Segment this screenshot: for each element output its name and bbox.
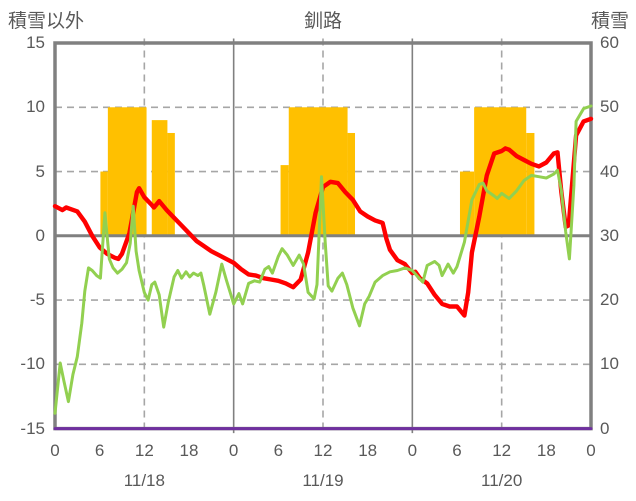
x-axis-hour-label: 12 bbox=[134, 441, 154, 460]
sunshine-bar bbox=[474, 107, 527, 236]
x-axis-hour-label: 18 bbox=[536, 441, 556, 460]
x-axis-hour-label: 18 bbox=[358, 441, 378, 460]
green-line bbox=[53, 104, 593, 415]
right-axis-tick: 40 bbox=[600, 161, 619, 181]
x-axis-hour-label: 0 bbox=[50, 441, 60, 460]
sunshine-bar bbox=[288, 107, 348, 236]
x-axis-hour-label: 12 bbox=[313, 441, 333, 460]
left-axis-title: 積雪以外 bbox=[8, 11, 85, 32]
sunshine-bar bbox=[526, 132, 535, 236]
left-axis-tick: -5 bbox=[29, 290, 45, 310]
right-axis-tick: 60 bbox=[600, 33, 619, 52]
sunshine-bar bbox=[151, 120, 168, 236]
red-temperature-line bbox=[52, 116, 594, 318]
sunshine-bar bbox=[459, 171, 475, 236]
x-axis-hour-label: 0 bbox=[228, 441, 239, 460]
right-axis-tick: 20 bbox=[600, 290, 619, 310]
left-axis-tick: 0 bbox=[35, 225, 45, 245]
right-axis-title: 積雪 bbox=[590, 11, 629, 32]
chart-title: 釧路 bbox=[303, 11, 342, 32]
sunshine-bar bbox=[280, 165, 289, 236]
x-axis-date-label: 11/20 bbox=[481, 471, 523, 490]
left-axis-tick: 10 bbox=[26, 97, 45, 117]
right-axis-tick: 10 bbox=[600, 354, 619, 374]
x-axis-date-label: 11/19 bbox=[302, 471, 344, 490]
sunshine-bar bbox=[347, 132, 356, 236]
left-axis-tick: 5 bbox=[35, 161, 45, 181]
left-axis-tick: -10 bbox=[20, 354, 45, 374]
x-axis-hour-label: 6 bbox=[273, 441, 284, 460]
right-axis-tick: 30 bbox=[600, 225, 619, 245]
x-axis-hour-label: 12 bbox=[492, 441, 512, 460]
x-axis-hour-label: 6 bbox=[452, 441, 462, 460]
x-axis-date-label: 11/18 bbox=[123, 471, 165, 490]
left-axis-tick: 15 bbox=[26, 33, 45, 52]
x-axis-hour-label: 0 bbox=[586, 441, 596, 460]
sunshine-bar bbox=[107, 107, 147, 236]
sunshine-bar bbox=[100, 171, 108, 236]
right-axis-tick: 50 bbox=[600, 97, 619, 117]
left-axis-tick: -15 bbox=[20, 418, 45, 438]
sunshine-bar bbox=[167, 132, 175, 236]
x-axis-hour-label: 18 bbox=[179, 441, 199, 460]
x-axis-hour-label: 0 bbox=[407, 441, 418, 460]
x-axis-hour-label: 6 bbox=[94, 441, 105, 460]
right-axis-tick: 0 bbox=[600, 418, 610, 438]
